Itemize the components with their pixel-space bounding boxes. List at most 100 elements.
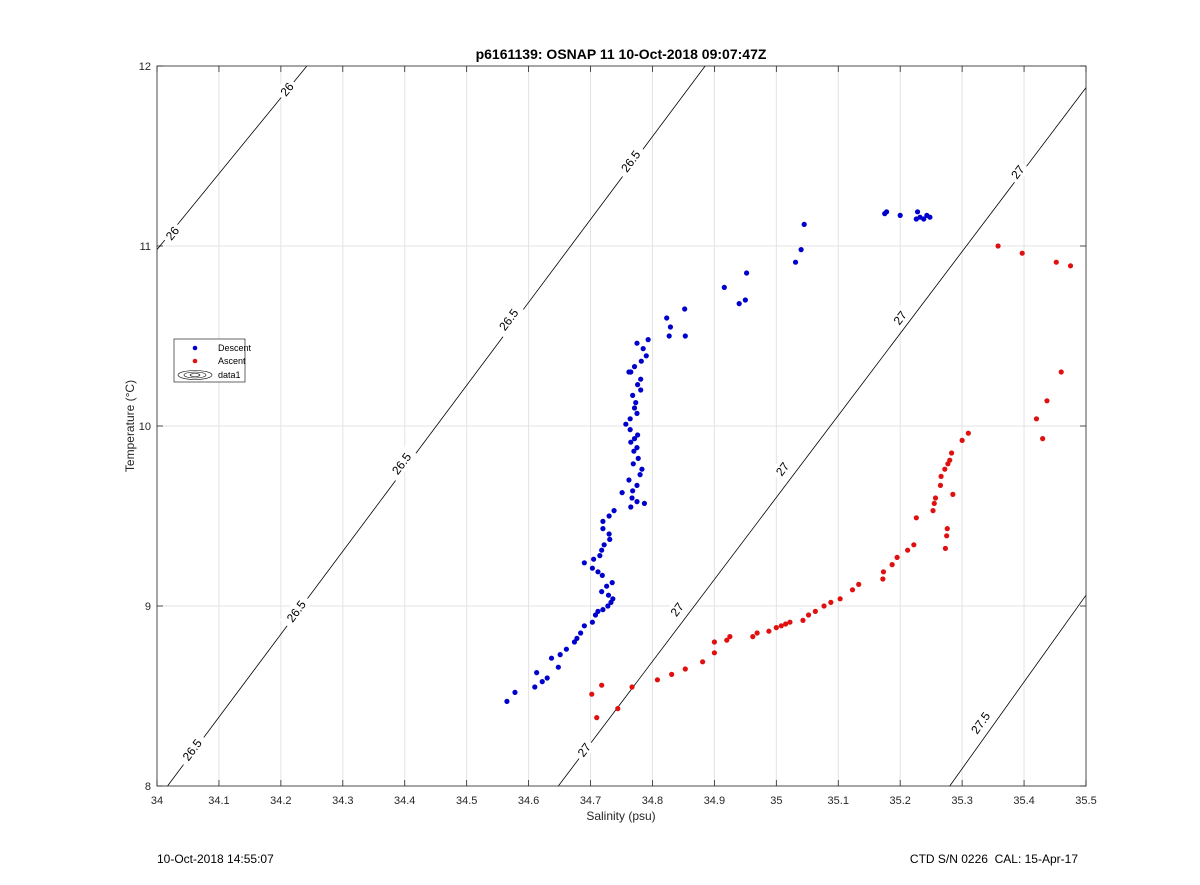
contour-line-26-5 [167,65,706,787]
descent-point [589,619,595,625]
descent-point [605,603,611,609]
descent-point [611,508,617,514]
ascent-point [932,495,939,501]
ascent-point [805,612,812,618]
contour-label: 27 [887,305,912,331]
ascent-point [773,625,779,631]
contour-label: 26 [159,220,185,246]
ascent-point [856,581,862,588]
descent-point [634,410,640,416]
descent-point [638,358,644,364]
descent-point [628,369,634,375]
y-axis-label: Temperature (°C) [123,380,137,472]
descent-point [623,421,629,427]
contour-line-27 [558,87,1087,787]
descent-point [626,477,632,483]
descent-point [609,580,615,586]
descent-point [610,596,616,602]
ascent-point [669,671,675,678]
ascent-point [913,515,919,521]
ascent-point [880,576,886,582]
descent-point [628,504,634,510]
descent-point [744,270,750,276]
contour-label: 27 [770,456,795,482]
ascent-point [880,569,887,575]
contour-label: 26 [274,76,299,102]
legend-descent-marker [192,345,198,351]
x-tick-label: 34.4 [394,795,415,807]
descent-point [914,209,921,215]
descent-point [897,212,903,218]
ascent-point [1044,398,1050,404]
descent-point [591,556,597,562]
x-tick-label: 34.3 [332,795,353,807]
ascent-point [849,587,856,593]
ascent-point [1067,263,1074,269]
legend-ascent-marker [192,358,198,364]
y-tick-label: 10 [139,421,151,433]
x-tick-label: 34.9 [704,795,725,807]
ascent-point [1053,259,1059,265]
ascent-point [778,623,784,629]
x-tick-label: 34.5 [456,795,477,807]
x-tick-label: 34.2 [270,795,291,807]
descent-point [630,488,636,494]
descent-point [597,553,603,559]
descent-point [605,592,612,598]
contour-label-bg [279,592,313,630]
ascent-point [930,508,936,514]
descent-point [631,448,637,454]
ascent-point [942,545,949,552]
series-descent [504,209,933,705]
footer-timestamp: 10-Oct-2018 14:55:07 [157,852,274,866]
descent-point [639,466,645,472]
descent-point [627,416,633,422]
descent-point [682,306,688,312]
descent-point [574,635,580,642]
descent-point [600,526,606,532]
contour-label: 27 [571,737,596,763]
descent-point [638,376,644,382]
descent-point [599,589,605,595]
descent-point [631,364,638,370]
descent-point [563,646,569,652]
contour-label-bg [887,305,912,331]
descent-point [645,337,651,343]
x-tick-label: 35.4 [1013,795,1034,807]
contour-label-bg [770,456,795,482]
contour-line-27-5 [949,594,1087,787]
descent-point [801,221,807,227]
descent-point [664,315,670,321]
series-ascent [589,243,1074,721]
legend: Descent Ascent data1 [173,338,252,383]
ascent-point [711,650,718,656]
ascent-point [959,437,965,443]
legend-ascent-label: Ascent [218,356,246,366]
contour-label-bg [964,704,997,741]
descent-point [581,560,587,566]
x-axis-label: Salinity (psu) [586,809,655,823]
descent-point [721,284,727,290]
contour-label: 26.5 [492,301,525,338]
footer-ctd-info: CTD S/N 0226 CAL: 15-Apr-17 [909,852,1078,866]
descent-point [607,536,613,543]
ascent-point [1033,416,1040,422]
ascent-point [700,659,706,665]
descent-point [595,608,601,615]
ascent-point [711,639,718,645]
ascent-point [965,430,971,436]
x-tick-label: 34.6 [518,795,539,807]
x-tick-label: 34.8 [642,795,663,807]
descent-point [606,513,612,519]
descent-point [627,427,633,433]
descent-point [504,698,510,705]
ascent-point [931,500,937,506]
descent-point [798,247,804,253]
descent-point [629,495,635,501]
x-tick-label: 35.5 [1075,795,1096,807]
ascent-point [766,628,772,634]
ascent-point [754,630,760,636]
ascent-point [589,691,595,697]
descent-point [539,679,545,685]
